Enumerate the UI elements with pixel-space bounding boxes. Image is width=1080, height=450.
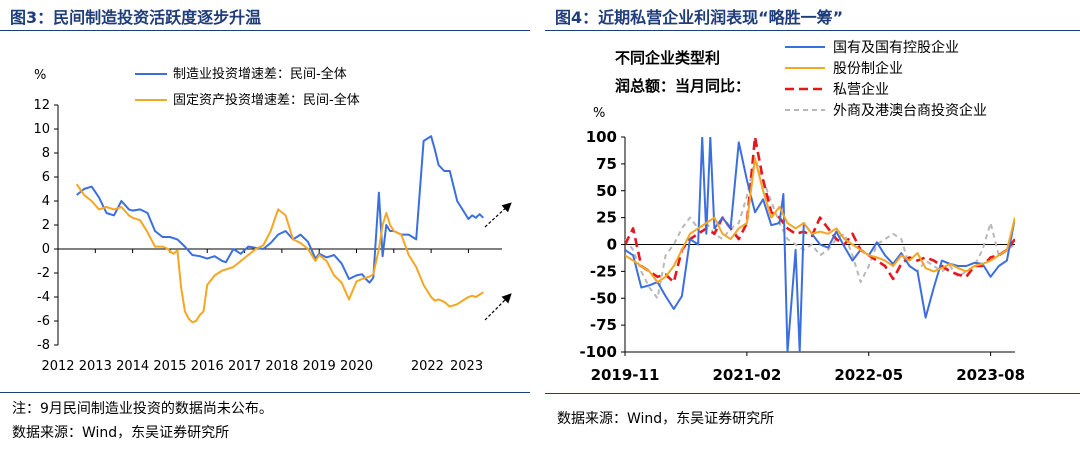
left-y-tick-label: 4 bbox=[42, 194, 50, 209]
left-y-tick-label: -4 bbox=[37, 290, 50, 305]
left-x-tick-label: 2022 bbox=[411, 359, 444, 374]
right-y-tick-label: 100 bbox=[586, 128, 617, 146]
right-legend-label-2: 股份制企业 bbox=[833, 60, 903, 77]
right-y-tick-label: -50 bbox=[590, 289, 617, 307]
left-y-tick-label: 8 bbox=[42, 146, 50, 161]
left-legend-label-2: 固定资产投资增速差：民间-全体 bbox=[173, 92, 360, 108]
left-legend-label-1: 制造业投资增速差：民间-全体 bbox=[173, 66, 347, 82]
left-x-tick-label: 2015 bbox=[153, 359, 186, 374]
right-y-tick-label: 75 bbox=[596, 155, 617, 173]
right-legend-label-4: 外商及港澳台商投资企业 bbox=[833, 102, 987, 119]
left-y-tick-label: 2 bbox=[42, 218, 50, 233]
right-series-line-3 bbox=[625, 137, 1015, 284]
left-trend-arrow-upper bbox=[484, 202, 512, 228]
left-series-line-1 bbox=[76, 135, 484, 284]
right-x-tick-label: 2021-02 bbox=[712, 366, 781, 384]
left-x-tick-label: 2023 bbox=[450, 359, 483, 374]
left-x-tick-label: 2020 bbox=[340, 359, 373, 374]
left-y-tick-label: -8 bbox=[37, 338, 50, 353]
right-x-tick-label: 2022-05 bbox=[834, 366, 903, 384]
left-chart-note: 注：9月民间制造业投资的数据尚未公布。 bbox=[12, 401, 273, 417]
left-x-tick-label: 2014 bbox=[116, 359, 149, 374]
right-x-tick-label: 2019-11 bbox=[591, 366, 660, 384]
right-x-tick-label: 2023-08 bbox=[956, 366, 1025, 384]
left-series-line-2 bbox=[75, 183, 484, 324]
right-chart-title: 图4：近期私营企业利润表现“略胜一筹” bbox=[555, 8, 844, 27]
left-trend-arrow-lower bbox=[484, 293, 512, 321]
right-legend-label-1: 国有及国有控股企业 bbox=[833, 39, 959, 56]
right-chart-panel: 图4：近期私营企业利润表现“略胜一筹” % -100 -75 -50 -25 0 25 50 7… bbox=[545, 0, 1080, 450]
right-y-unit-label: % bbox=[593, 106, 605, 121]
right-y-tick-label: -25 bbox=[590, 262, 617, 280]
left-x-tick-label: 2019 bbox=[303, 359, 336, 374]
right-y-tick-label: 25 bbox=[596, 209, 617, 227]
left-y-unit-label: % bbox=[34, 68, 46, 83]
right-y-tick-label: 0 bbox=[607, 236, 617, 254]
left-chart-title: 图3：民间制造投资活跃度逐步升温 bbox=[10, 8, 262, 27]
left-y-tick-label: 6 bbox=[42, 170, 50, 185]
left-x-tick-label: 2017 bbox=[228, 359, 261, 374]
right-chart-subtitle-line-1: 不同企业类型利 bbox=[615, 49, 720, 67]
right-y-tick-label: -75 bbox=[590, 316, 617, 334]
left-y-tick-label: -6 bbox=[37, 314, 50, 329]
left-x-tick-label: 2018 bbox=[265, 359, 298, 374]
right-bottom-rule bbox=[545, 393, 1080, 394]
right-line-chart: % -100 -75 -50 -25 0 25 50 75 100 2019-11 2021-02 20… bbox=[579, 39, 1025, 384]
right-series-line-4 bbox=[625, 157, 1015, 300]
left-x-tick-label: 2016 bbox=[191, 359, 224, 374]
left-y-tick-label: 0 bbox=[42, 242, 50, 257]
right-chart-subtitle-line-2: 润总额：当月同比： bbox=[615, 77, 750, 95]
left-line-chart: % -8 -6 -4 -2 0 2 4 6 8 10 12 2012 2013 2014 2015 2016 20… bbox=[33, 66, 512, 374]
left-y-tick-label: 10 bbox=[33, 122, 50, 137]
right-series-line-2 bbox=[625, 157, 1015, 284]
left-x-tick-label: 2013 bbox=[79, 359, 112, 374]
left-chart-source: 数据来源：Wind，东吴证券研究所 bbox=[12, 425, 230, 441]
right-y-tick-label: -100 bbox=[579, 343, 617, 361]
left-x-tick-label: 2012 bbox=[41, 359, 74, 374]
left-chart-panel: 图3：民间制造投资活跃度逐步升温 % -8 -6 -4 -2 0 2 4 6 8 10 12 2012 2… bbox=[0, 0, 530, 450]
left-y-tick-label: -2 bbox=[37, 266, 50, 281]
left-title-rule bbox=[0, 30, 530, 31]
right-legend-label-3: 私营企业 bbox=[833, 81, 889, 98]
left-bottom-rule bbox=[0, 392, 530, 393]
right-chart-source: 数据来源：Wind，东吴证券研究所 bbox=[557, 411, 775, 427]
right-title-rule bbox=[545, 30, 1080, 31]
right-y-tick-label: 50 bbox=[596, 182, 617, 200]
left-y-tick-label: 12 bbox=[33, 98, 50, 113]
